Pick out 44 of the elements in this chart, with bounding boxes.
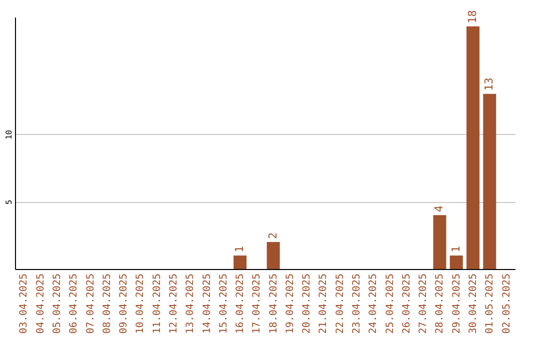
x-tick-label: 14.04.2025 (202, 274, 213, 334)
x-tick-label: 30.04.2025 (468, 274, 479, 334)
bar (466, 26, 480, 269)
data-label: 1 (449, 246, 462, 253)
x-tick-label: 24.04.2025 (368, 274, 380, 334)
x-tick-label: 09.04.2025 (118, 274, 130, 334)
x-tick-label: 03.04.2025 (18, 274, 30, 334)
x-tick-label: 01.05.2025 (484, 274, 496, 334)
x-tick-label: 21.04.2025 (318, 274, 330, 334)
bar (483, 94, 496, 269)
x-tick-label: 20.04.2025 (302, 274, 313, 334)
x-tick-label: 08.04.2025 (102, 274, 113, 334)
x-tick-label: 17.04.2025 (252, 274, 263, 334)
x-tick-label: 02.05.2025 (501, 274, 512, 334)
x-tick-label: 15.04.2025 (218, 274, 230, 334)
x-tick-label: 07.04.2025 (85, 274, 96, 334)
data-label: 18 (466, 10, 479, 24)
x-tick-label: 29.04.2025 (451, 274, 462, 334)
x-tick-label: 28.04.2025 (434, 274, 446, 334)
x-tick-label: 19.04.2025 (284, 274, 296, 334)
bar (450, 256, 463, 269)
x-tick-label: 23.04.2025 (352, 274, 363, 334)
x-tick-label: 18.04.2025 (268, 274, 280, 334)
x-tick-label: 06.04.2025 (68, 274, 80, 334)
x-tick-label: 04.04.2025 (35, 274, 46, 334)
x-tick-label: 11.04.2025 (152, 274, 163, 334)
x-tick-label: 27.04.2025 (418, 274, 430, 334)
bar (234, 256, 247, 269)
data-label: 4 (432, 205, 446, 212)
data-label: 2 (266, 232, 280, 240)
x-tick-label: 25.04.2025 (384, 274, 396, 334)
x-tick-label: 13.04.2025 (185, 274, 196, 334)
x-tick-label: 16.04.2025 (235, 274, 246, 334)
y-tick-label: 10 (4, 130, 14, 140)
x-tick-label: 10.04.2025 (135, 274, 146, 334)
data-label: 13 (482, 78, 496, 91)
x-tick-label: 22.04.2025 (334, 274, 346, 334)
x-tick-label: 05.04.2025 (52, 274, 64, 334)
x-tick-label: 26.04.2025 (401, 274, 412, 334)
bar (266, 242, 280, 269)
data-label: 1 (233, 246, 246, 253)
y-tick-label: 5 (4, 200, 14, 205)
bar (433, 215, 446, 269)
x-tick-label: 12.04.2025 (168, 274, 180, 334)
